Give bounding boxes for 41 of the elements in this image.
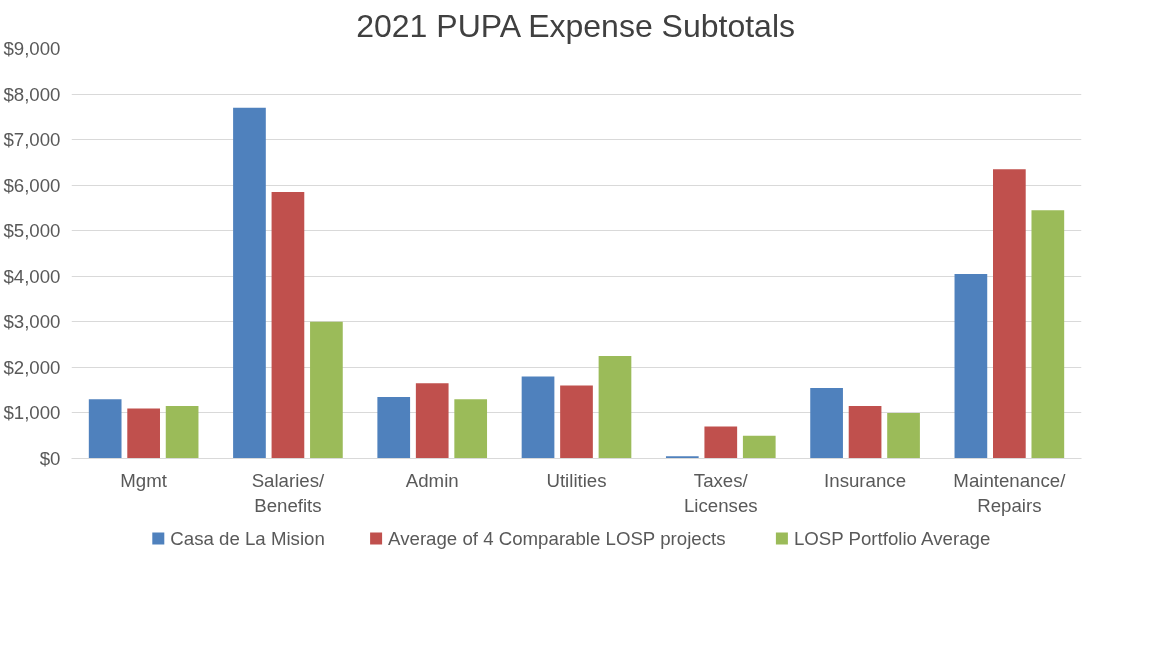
bar [454, 399, 488, 459]
bar [377, 397, 411, 459]
y-tick-label: $5,000 [3, 220, 61, 242]
bar [88, 399, 122, 459]
bar [704, 426, 738, 459]
x-tick-label: Salaries/ Benefits [251, 469, 326, 516]
bar [1031, 210, 1065, 459]
bar [954, 274, 988, 459]
legend-label: LOSP Portfolio Average [793, 528, 991, 549]
bar [233, 107, 266, 459]
y-tick-label: $6,000 [3, 174, 61, 196]
x-tick-label: Mgmt [120, 469, 168, 491]
bar [415, 383, 449, 459]
x-tick-label: Admin [405, 469, 459, 491]
legend-label: Average of 4 Comparable LOSP projects [388, 528, 726, 549]
chart-title: 2021 PUPA Expense Subtotals [356, 7, 796, 44]
bar [521, 376, 555, 459]
y-tick-label: $3,000 [3, 311, 61, 333]
bar [165, 406, 199, 459]
bar [993, 169, 1026, 459]
x-tick-label: Utilities [546, 469, 607, 491]
y-tick-label: $2,000 [3, 356, 61, 378]
x-tick-label: Maintenance/ Repairs [953, 469, 1067, 516]
y-tick-label: $0 [39, 448, 61, 469]
bar [310, 321, 343, 459]
bar [887, 412, 920, 459]
legend-label: Casa de La Mision [170, 528, 325, 549]
bar [742, 435, 776, 459]
x-tick-label: Taxes/ Licenses [683, 469, 758, 516]
bar [848, 406, 882, 459]
bar [271, 192, 305, 459]
y-tick-label: $7,000 [3, 129, 61, 151]
bar [560, 385, 593, 459]
x-tick-label: Insurance [824, 469, 907, 491]
bar [127, 408, 160, 459]
bar [810, 387, 843, 459]
y-tick-label: $4,000 [3, 265, 61, 287]
y-tick-label: $1,000 [3, 402, 61, 424]
bar [598, 356, 632, 459]
y-tick-label: $8,000 [3, 83, 61, 105]
y-tick-label: $9,000 [3, 38, 61, 59]
